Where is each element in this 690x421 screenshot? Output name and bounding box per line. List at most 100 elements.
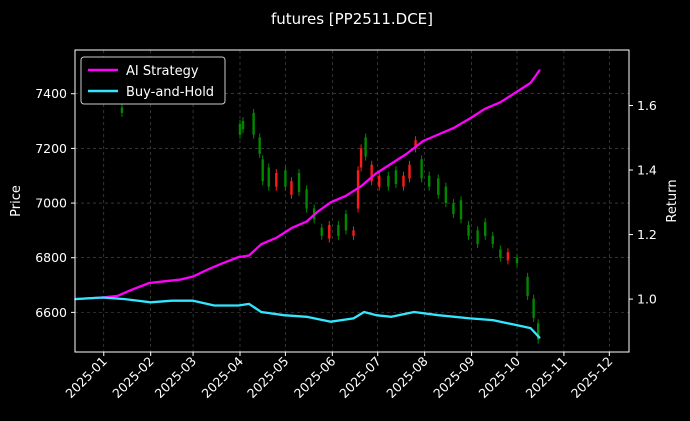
candle-body [120,107,124,113]
candle-body [467,224,470,236]
series-point [345,195,347,197]
candle-body [284,170,287,187]
candle-body [364,137,367,157]
series-point [192,299,194,302]
candle-body [499,249,502,258]
candle-body [387,175,390,187]
series-point [330,320,332,323]
series-point [316,211,319,213]
y2-tick-label: 1.2 [637,227,657,242]
series-point [116,295,119,297]
candle-body [515,257,519,264]
series-point [499,101,502,104]
series-point [352,317,355,320]
series-point [363,311,365,313]
series-point [149,301,152,304]
series-point [375,314,378,317]
y-tick-label: 6800 [35,250,67,265]
series-point [260,243,263,245]
series-point [148,282,150,284]
y-axis-title: Price [9,185,24,217]
series-point [237,304,240,307]
legend-label-bh: Buy-and-Hold [126,85,214,100]
y2-axis-title: Return [665,179,680,222]
series-point [275,237,278,239]
series-point [260,311,263,313]
series-point [469,117,471,120]
series-point [192,275,194,278]
series-line [74,296,541,339]
candle-body [414,140,417,149]
candle-body [252,112,255,135]
candle-body [290,181,293,195]
series-lines [74,69,541,339]
candle-body [506,252,510,261]
series-point [405,153,408,155]
series-point [514,91,517,94]
series-point [469,317,471,320]
legend: AI Strategy Buy-and-Hold [80,56,226,105]
candle-body [452,203,455,214]
candle-body [370,164,373,182]
series-point [213,304,216,307]
y2-tick-label: 1.4 [637,163,657,178]
candle-body [420,159,423,179]
series-point [124,298,126,300]
candle-body [305,189,308,209]
candle-body [526,276,529,296]
candle-body [378,175,381,187]
series-point [538,69,541,71]
series-point [390,162,393,165]
candle-body [352,230,355,236]
series-point [514,324,517,326]
plot-frame [74,49,630,353]
candle-body [491,235,494,245]
candle-body [359,148,363,168]
y-axis-right: 1.0 1.2 1.4 1.6 [629,98,657,307]
y-tick-label: 6600 [35,305,67,320]
candle-body [476,230,479,245]
candle-body [344,213,348,231]
series-point [290,227,293,229]
series-point [422,140,424,142]
y-tick-label: 7000 [35,196,67,211]
series-point [529,327,532,329]
series-point [237,256,240,258]
candle-body [261,159,264,182]
series-point [248,254,250,257]
candle-body [408,164,411,179]
series-point [171,299,173,302]
y-tick-label: 7400 [35,86,67,101]
candle-body [337,224,340,236]
legend-label-ai: AI Strategy [126,64,199,79]
candle-body [402,175,405,187]
candle-body [320,227,323,236]
candle-body [427,175,431,187]
candle-body [241,121,245,130]
series-point [330,201,332,204]
series-point [538,337,541,339]
candle-body [484,222,487,236]
series-point [221,262,223,265]
series-point [492,319,494,321]
candle-body [536,323,540,340]
series-point [178,278,181,281]
candle-body [328,224,331,239]
candle-body [258,137,261,154]
series-point [452,127,455,129]
series-point [360,185,362,187]
candle-body [267,167,270,187]
y2-tick-label: 1.0 [637,292,657,307]
series-point [390,316,393,318]
series-point [529,82,532,84]
candle-body [297,172,301,193]
candle-body [532,298,535,318]
series-point [437,133,440,136]
y-axis-left: 6600 6800 7000 7200 7400 [35,86,75,320]
candle-body [238,123,242,135]
series-point [484,107,487,110]
candle-body [459,200,463,220]
series-line [74,69,541,301]
series-point [305,316,308,318]
series-point [375,172,378,175]
